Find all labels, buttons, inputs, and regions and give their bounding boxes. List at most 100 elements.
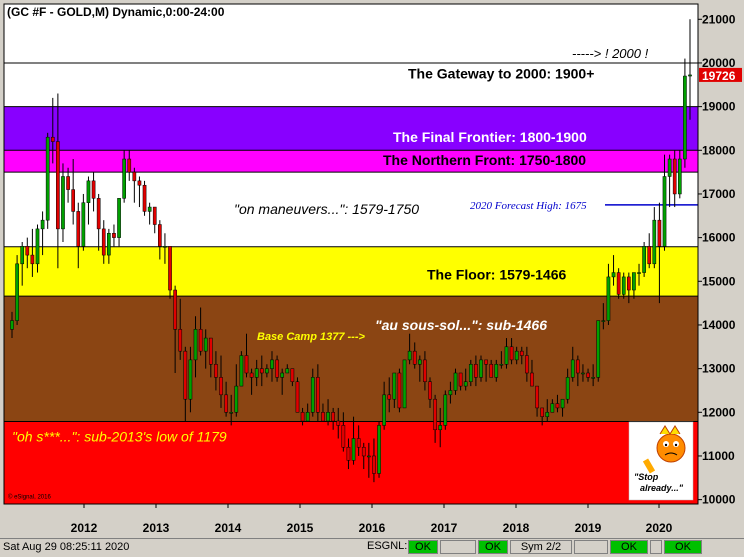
candle-body[interactable] xyxy=(259,368,264,374)
candle-body[interactable] xyxy=(214,364,218,378)
candle-body[interactable] xyxy=(244,355,249,374)
candle-body[interactable] xyxy=(10,320,14,330)
candle-body[interactable] xyxy=(219,377,223,396)
candle-body[interactable] xyxy=(249,372,254,378)
candle-body[interactable] xyxy=(188,359,193,400)
candle-body[interactable] xyxy=(122,158,126,199)
candle-body[interactable] xyxy=(657,219,662,247)
candle-body[interactable] xyxy=(173,289,177,330)
candle-body[interactable] xyxy=(601,320,606,322)
candle-body[interactable] xyxy=(377,425,381,474)
candle-body[interactable] xyxy=(438,425,443,431)
candle-body[interactable] xyxy=(499,364,504,366)
candle-body[interactable] xyxy=(688,74,692,77)
candle-body[interactable] xyxy=(514,350,519,361)
candle-body[interactable] xyxy=(356,438,361,448)
candle-body[interactable] xyxy=(300,412,305,422)
candle-body[interactable] xyxy=(346,446,351,461)
candle-body[interactable] xyxy=(407,350,412,361)
candle-body[interactable] xyxy=(560,398,565,409)
candle-body[interactable] xyxy=(397,372,402,409)
candle-body[interactable] xyxy=(35,228,40,265)
candle-body[interactable] xyxy=(305,412,310,422)
candle-body[interactable] xyxy=(479,359,483,378)
candle-body[interactable] xyxy=(76,211,81,247)
candle-body[interactable] xyxy=(15,263,19,321)
candle-body[interactable] xyxy=(198,329,203,352)
candle-body[interactable] xyxy=(147,206,152,212)
candle-body[interactable] xyxy=(290,368,295,382)
candle-body[interactable] xyxy=(208,337,213,365)
esgnl-ok-indicator[interactable]: OK xyxy=(408,540,438,554)
candle-body[interactable] xyxy=(448,390,453,396)
candle-body[interactable] xyxy=(321,412,325,422)
candle-body[interactable] xyxy=(606,276,611,321)
candle-body[interactable] xyxy=(530,372,534,387)
candle-body[interactable] xyxy=(637,272,641,274)
candle-body[interactable] xyxy=(667,158,672,177)
candle-body[interactable] xyxy=(40,219,45,230)
candle-body[interactable] xyxy=(468,364,473,382)
candle-body[interactable] xyxy=(336,420,341,426)
candle-body[interactable] xyxy=(581,372,585,375)
candle-body[interactable] xyxy=(489,364,494,378)
candle-body[interactable] xyxy=(509,346,514,361)
candle-body[interactable] xyxy=(474,364,478,378)
candle-body[interactable] xyxy=(417,359,422,365)
candle-body[interactable] xyxy=(101,228,106,256)
candle-body[interactable] xyxy=(672,158,677,195)
candle-body[interactable] xyxy=(239,355,244,387)
candle-body[interactable] xyxy=(494,364,499,378)
candle-body[interactable] xyxy=(652,219,657,265)
candle-body[interactable] xyxy=(183,350,188,400)
candle-body[interactable] xyxy=(463,381,468,387)
candle-body[interactable] xyxy=(632,272,636,291)
candle-body[interactable] xyxy=(382,394,386,426)
candle-body[interactable] xyxy=(351,438,356,461)
candle-body[interactable] xyxy=(550,403,555,413)
candle-body[interactable] xyxy=(61,176,65,230)
candle-body[interactable] xyxy=(519,350,524,356)
candle-body[interactable] xyxy=(56,141,60,230)
candle-body[interactable] xyxy=(387,394,392,400)
candle-body[interactable] xyxy=(310,377,315,413)
gold-monthly-chart[interactable]: The Gateway to 2000: 1900+ The Final Fron… xyxy=(0,0,744,538)
candle-body[interactable] xyxy=(576,359,580,374)
candle-body[interactable] xyxy=(402,359,407,409)
candle-body[interactable] xyxy=(270,359,274,369)
candle-body[interactable] xyxy=(193,329,198,361)
candle-body[interactable] xyxy=(341,425,346,448)
candle-body[interactable] xyxy=(285,368,290,374)
status-ok-indicator-4[interactable]: OK xyxy=(664,540,702,554)
candle-body[interactable] xyxy=(484,359,488,365)
candle-body[interactable] xyxy=(96,198,101,230)
candle-body[interactable] xyxy=(565,377,570,400)
candle-body[interactable] xyxy=(555,403,560,409)
candle-body[interactable] xyxy=(433,398,437,431)
candle-body[interactable] xyxy=(392,372,397,400)
candle-body[interactable] xyxy=(91,180,96,199)
candle-body[interactable] xyxy=(50,136,55,142)
candle-body[interactable] xyxy=(611,272,616,278)
status-ok-indicator-3[interactable]: OK xyxy=(610,540,648,554)
candle-body[interactable] xyxy=(535,385,539,409)
candle-body[interactable] xyxy=(443,394,448,426)
candle-body[interactable] xyxy=(295,381,300,413)
symbol-page-indicator[interactable]: Sym 2/2 xyxy=(510,540,572,554)
candle-body[interactable] xyxy=(229,412,234,414)
status-ok-indicator-2[interactable]: OK xyxy=(478,540,508,554)
candle-body[interactable] xyxy=(142,184,147,212)
candle-body[interactable] xyxy=(331,412,335,422)
candle-body[interactable] xyxy=(137,180,142,186)
candle-body[interactable] xyxy=(45,136,50,221)
candle-body[interactable] xyxy=(596,320,601,378)
candle-body[interactable] xyxy=(525,355,529,374)
candle-body[interactable] xyxy=(112,233,116,238)
candle-body[interactable] xyxy=(412,350,417,365)
candle-body[interactable] xyxy=(662,176,667,247)
candle-body[interactable] xyxy=(71,189,76,212)
candle-body[interactable] xyxy=(642,246,646,273)
candle-body[interactable] xyxy=(152,206,157,225)
candle-body[interactable] xyxy=(616,272,621,295)
candle-body[interactable] xyxy=(621,276,626,295)
